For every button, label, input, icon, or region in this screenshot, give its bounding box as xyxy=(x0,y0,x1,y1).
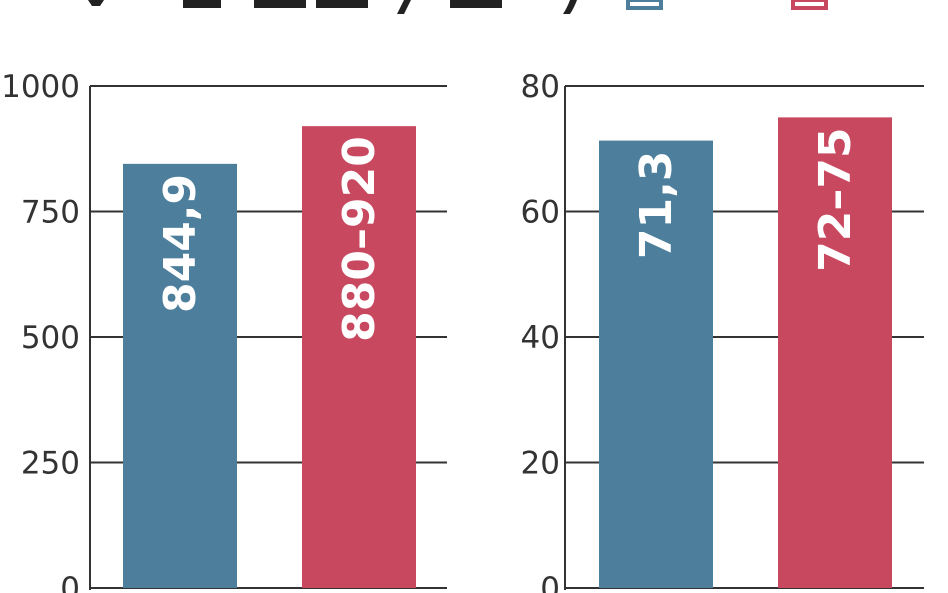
bar-value-label: 844,9 xyxy=(155,174,206,313)
bar xyxy=(302,126,416,588)
y-tick-label: 40 xyxy=(521,320,560,356)
legend-swatch-blue xyxy=(626,0,663,10)
title-fragment-glyph xyxy=(183,0,221,8)
title-fragment-glyph xyxy=(397,0,411,14)
y-tick-label: 250 xyxy=(21,446,80,482)
header-strip xyxy=(88,0,828,14)
bar xyxy=(778,117,892,588)
title-fragment-glyph xyxy=(316,0,368,8)
legend-swatch-red xyxy=(791,0,828,10)
title-fragment-glyph xyxy=(254,0,306,8)
y-tick-label: 0 xyxy=(60,571,80,593)
bar-value-label: 880–920 xyxy=(334,136,385,342)
bar xyxy=(599,140,713,588)
y-tick-label: 750 xyxy=(21,195,80,231)
y-tick-label: 0 xyxy=(540,571,560,593)
y-tick-label: 80 xyxy=(521,69,560,105)
title-fragment-glyph xyxy=(450,0,502,8)
y-tick-label: 20 xyxy=(521,446,560,482)
bar-value-label: 72–75 xyxy=(810,127,861,271)
y-tick-label: 60 xyxy=(521,195,560,231)
y-tick-label: 500 xyxy=(21,320,80,356)
y-tick-label: 1000 xyxy=(1,69,80,105)
title-fragment-glyph xyxy=(563,0,577,14)
chart-panel-right: 0 20 40 60 80 71,3 72–75 xyxy=(521,69,924,593)
chart-panel-left: 0 250 500 750 1000 844,9 880–920 xyxy=(1,69,447,593)
title-fragment-glyph xyxy=(88,0,104,6)
bar xyxy=(123,163,237,588)
bar-value-label: 71,3 xyxy=(631,151,682,260)
